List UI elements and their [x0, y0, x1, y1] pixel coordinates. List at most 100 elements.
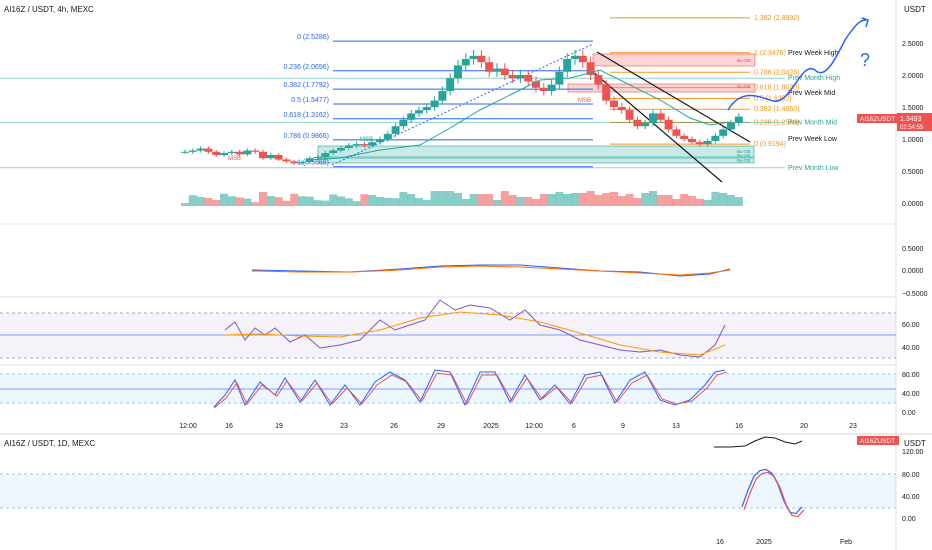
volume-bar — [461, 199, 470, 206]
candle-body — [532, 81, 540, 88]
volume-bars — [181, 191, 743, 206]
candle-body — [727, 123, 735, 130]
msb-label: MSB — [578, 98, 591, 104]
bottom-price-line — [714, 436, 803, 448]
candle-body — [524, 75, 533, 82]
ext-level-label: 0.382 (1.4650) — [754, 106, 800, 113]
ob-label: Bu-OB — [737, 158, 751, 163]
ext-level-label: 0 (0.9194) — [754, 141, 786, 148]
symbol-tag-text: AI16ZUSDT — [860, 116, 895, 123]
macd-tick-label: 0.0000 — [902, 268, 924, 275]
moving-average-line — [309, 69, 731, 161]
candle-body — [212, 151, 221, 155]
price-tick-label: 2.5000 — [902, 41, 924, 48]
stoch-d-line — [213, 371, 728, 409]
volume-bar — [602, 193, 611, 206]
volume-bar — [539, 194, 548, 206]
volume-bar — [711, 191, 720, 206]
candle-body — [235, 151, 244, 155]
time-tick-label: 2025 — [483, 423, 499, 430]
volume-bar — [680, 194, 689, 206]
candle-body — [610, 100, 618, 107]
volume-bar — [524, 197, 533, 206]
price-tick-label: 0.0000 — [902, 201, 924, 208]
volume-bar — [446, 191, 455, 206]
volume-bar — [383, 197, 392, 206]
candle-body — [469, 55, 478, 59]
candle-body — [493, 68, 501, 72]
candle-body — [383, 133, 392, 139]
volume-bar — [641, 193, 650, 206]
rsi-ma-line — [224, 311, 726, 356]
volume-bar — [532, 199, 540, 206]
candle-body — [578, 55, 587, 63]
candle-body — [407, 113, 416, 120]
current-price-tag — [897, 113, 932, 131]
volume-bar — [329, 194, 338, 206]
time-tick-label: 23 — [340, 423, 348, 430]
bottom-time-label: 2025 — [756, 539, 772, 546]
candle-body — [422, 107, 431, 111]
candle-body — [617, 107, 626, 111]
candle-body — [508, 75, 517, 79]
volume-bar — [508, 195, 517, 206]
volume-bar — [274, 197, 283, 206]
bottom-symbol-tag-text: AI16ZUSDT — [860, 438, 895, 445]
time-tick-label: 16 — [225, 423, 233, 430]
msb-label: MSB — [228, 156, 241, 162]
candle-body — [695, 142, 704, 145]
volume-bar — [547, 194, 556, 206]
candle-body — [259, 151, 267, 159]
volume-bar — [181, 203, 189, 206]
volume-bar — [305, 196, 314, 206]
fib-extension: 1.382 (2.8932) 1 (2.3476) 0.786 (2.0428) 0.… — [610, 15, 800, 148]
bottom-stoch-lines — [741, 468, 805, 518]
ext-level-label: 0.236 (1.2569) — [754, 120, 800, 127]
volume-bar — [251, 202, 260, 206]
candle-body — [516, 75, 525, 79]
volume-bar — [376, 197, 384, 206]
current-price: 1.3493 — [900, 116, 922, 123]
volume-bar — [352, 201, 361, 206]
rsi-line — [224, 299, 726, 358]
time-tick-label: 13 — [672, 423, 680, 430]
candle-body — [415, 110, 423, 114]
bottom-stoch-d — [743, 471, 805, 518]
volume-bar — [703, 200, 712, 206]
bottom-chart-title: AI16Z / USDT, 1D, MEXC — [4, 439, 95, 448]
price-axis-currency: USDT — [904, 5, 926, 14]
key-levels: Prev Week High Prev Month High Prev Week M… — [0, 50, 840, 172]
time-tick-label: 26 — [390, 423, 398, 430]
ob-label: Bu-OB — [737, 58, 751, 63]
volume-bar — [337, 196, 345, 206]
candle-body — [188, 150, 197, 152]
channel-upper-line — [596, 51, 751, 143]
rsi-tick-label: 40.00 — [902, 345, 920, 352]
candle-body — [664, 119, 673, 130]
stoch-tick-label: 80.00 — [902, 372, 920, 379]
candle-body — [337, 147, 345, 151]
candle-body — [594, 75, 603, 85]
level-label: Prev Week Low — [788, 136, 838, 143]
order-block-bullish — [317, 145, 755, 158]
candle-body — [602, 84, 611, 101]
candle-body — [181, 151, 189, 153]
candle-body — [220, 153, 228, 155]
bottom-tick-label: 120.00 — [902, 449, 924, 456]
time-tick-label: 19 — [275, 423, 283, 430]
macd-tick-label: −0.5000 — [902, 291, 928, 298]
volume-bar — [555, 192, 564, 206]
volume-bar — [477, 194, 486, 206]
volume-bar — [368, 195, 377, 206]
bar-countdown: 02:54:55 — [900, 125, 924, 131]
volume-bar — [422, 200, 431, 206]
candle-body — [368, 142, 377, 146]
fib-level-label: 0 (2.5286) — [297, 34, 329, 41]
candle-body — [539, 87, 548, 91]
volume-bar — [695, 198, 704, 206]
candle-body — [376, 139, 384, 143]
stoch-k-line — [213, 369, 726, 408]
volume-bar — [298, 196, 306, 206]
volume-bar — [586, 191, 595, 206]
price-candles — [181, 49, 743, 165]
